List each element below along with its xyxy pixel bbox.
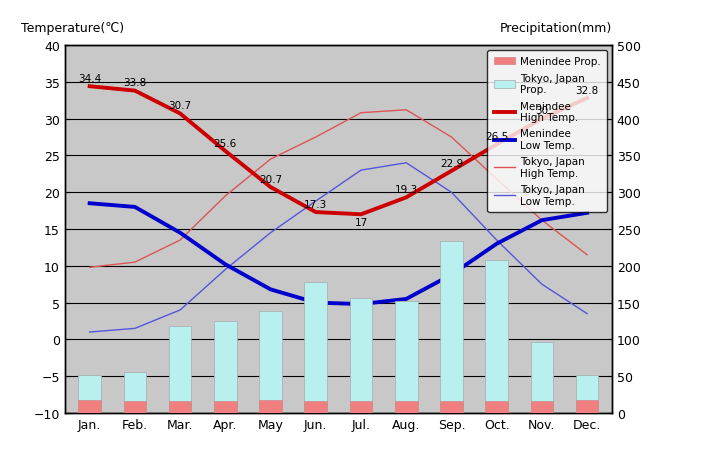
Bar bbox=[485, 260, 508, 413]
Menindee
Low Temp. bbox=[312, 300, 320, 306]
Bar bbox=[168, 326, 192, 413]
Menindee
High Temp. bbox=[176, 112, 184, 117]
Text: Temperature(℃): Temperature(℃) bbox=[21, 22, 124, 35]
Menindee
High Temp. bbox=[86, 84, 94, 90]
Tokyo, Japan
High Temp. bbox=[447, 135, 456, 140]
Text: 17: 17 bbox=[354, 218, 368, 228]
Line: Tokyo, Japan
Low Temp.: Tokyo, Japan Low Temp. bbox=[90, 163, 587, 332]
Tokyo, Japan
High Temp. bbox=[312, 135, 320, 140]
Text: 17.3: 17.3 bbox=[304, 200, 328, 209]
Menindee
Low Temp. bbox=[86, 201, 94, 207]
Text: 25.6: 25.6 bbox=[214, 139, 237, 149]
Menindee
Low Temp. bbox=[538, 218, 546, 224]
Text: 30: 30 bbox=[536, 106, 549, 116]
Tokyo, Japan
Low Temp. bbox=[312, 199, 320, 204]
Text: 19.3: 19.3 bbox=[395, 185, 418, 195]
Bar bbox=[531, 342, 553, 413]
Text: 30.7: 30.7 bbox=[168, 101, 192, 111]
Menindee
Low Temp. bbox=[356, 302, 365, 307]
Tokyo, Japan
Low Temp. bbox=[130, 326, 139, 331]
Bar bbox=[440, 241, 463, 413]
Text: 33.8: 33.8 bbox=[123, 78, 147, 88]
Line: Menindee
High Temp.: Menindee High Temp. bbox=[90, 87, 587, 215]
Tokyo, Japan
High Temp. bbox=[176, 238, 184, 243]
Menindee
Low Temp. bbox=[492, 241, 501, 247]
Menindee
High Temp. bbox=[356, 212, 365, 218]
Bar bbox=[440, 401, 463, 413]
Tokyo, Japan
High Temp. bbox=[402, 108, 410, 113]
Menindee
High Temp. bbox=[492, 142, 501, 148]
Menindee
High Temp. bbox=[130, 89, 139, 94]
Line: Menindee
Low Temp.: Menindee Low Temp. bbox=[90, 204, 587, 304]
Bar bbox=[576, 400, 598, 413]
Text: 26.5: 26.5 bbox=[485, 132, 508, 142]
Bar bbox=[168, 401, 192, 413]
Menindee
Low Temp. bbox=[582, 211, 591, 216]
Menindee
High Temp. bbox=[312, 210, 320, 215]
Tokyo, Japan
Low Temp. bbox=[447, 190, 456, 196]
Menindee
Low Temp. bbox=[402, 297, 410, 302]
Menindee
Low Temp. bbox=[176, 230, 184, 236]
Tokyo, Japan
Low Temp. bbox=[492, 238, 501, 243]
Menindee
High Temp. bbox=[538, 117, 546, 122]
Tokyo, Japan
Low Temp. bbox=[356, 168, 365, 174]
Menindee
Low Temp. bbox=[266, 287, 275, 292]
Legend: Menindee Prop., Tokyo, Japan
Prop., Menindee
High Temp., Menindee
Low Temp., Tok: Menindee Prop., Tokyo, Japan Prop., Meni… bbox=[487, 51, 607, 213]
Text: Precipitation(mm): Precipitation(mm) bbox=[500, 22, 612, 35]
Tokyo, Japan
High Temp. bbox=[221, 194, 230, 199]
Bar bbox=[350, 298, 372, 413]
Tokyo, Japan
Low Temp. bbox=[266, 230, 275, 236]
Bar bbox=[531, 401, 553, 413]
Tokyo, Japan
High Temp. bbox=[538, 218, 546, 224]
Tokyo, Japan
Low Temp. bbox=[538, 282, 546, 287]
Menindee
High Temp. bbox=[402, 195, 410, 201]
Tokyo, Japan
High Temp. bbox=[86, 265, 94, 270]
Tokyo, Japan
High Temp. bbox=[266, 157, 275, 162]
Tokyo, Japan
Low Temp. bbox=[86, 330, 94, 335]
Tokyo, Japan
Low Temp. bbox=[582, 311, 591, 317]
Bar bbox=[485, 401, 508, 413]
Text: 32.8: 32.8 bbox=[575, 86, 599, 95]
Menindee
High Temp. bbox=[447, 169, 456, 174]
Bar bbox=[78, 400, 101, 413]
Text: 22.9: 22.9 bbox=[440, 158, 463, 168]
Tokyo, Japan
High Temp. bbox=[356, 111, 365, 116]
Menindee
High Temp. bbox=[266, 185, 275, 190]
Bar bbox=[214, 401, 237, 413]
Tokyo, Japan
High Temp. bbox=[582, 252, 591, 258]
Line: Tokyo, Japan
High Temp.: Tokyo, Japan High Temp. bbox=[90, 111, 587, 268]
Menindee
High Temp. bbox=[582, 96, 591, 101]
Menindee
High Temp. bbox=[221, 149, 230, 154]
Menindee
Low Temp. bbox=[221, 262, 230, 268]
Menindee
Low Temp. bbox=[130, 205, 139, 210]
Bar bbox=[576, 375, 598, 413]
Bar bbox=[350, 401, 372, 413]
Bar bbox=[259, 400, 282, 413]
Text: 20.7: 20.7 bbox=[259, 174, 282, 185]
Tokyo, Japan
Low Temp. bbox=[176, 308, 184, 313]
Bar bbox=[395, 302, 418, 413]
Tokyo, Japan
High Temp. bbox=[130, 260, 139, 265]
Bar bbox=[259, 312, 282, 413]
Bar bbox=[305, 401, 327, 413]
Bar bbox=[124, 401, 146, 413]
Bar bbox=[305, 282, 327, 413]
Menindee
Low Temp. bbox=[447, 272, 456, 278]
Tokyo, Japan
High Temp. bbox=[492, 177, 501, 182]
Bar bbox=[395, 401, 418, 413]
Bar bbox=[214, 321, 237, 413]
Tokyo, Japan
Low Temp. bbox=[221, 267, 230, 273]
Bar bbox=[78, 375, 101, 413]
Tokyo, Japan
Low Temp. bbox=[402, 161, 410, 166]
Bar bbox=[124, 372, 146, 413]
Text: 34.4: 34.4 bbox=[78, 74, 102, 84]
